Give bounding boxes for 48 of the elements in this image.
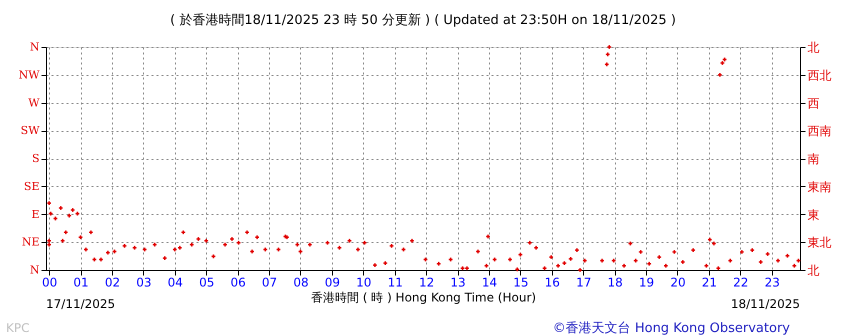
x-tick-label: 04 (168, 276, 183, 290)
category-label: 西南 (808, 124, 832, 138)
category-label: 北 (808, 40, 820, 54)
x-tick-label: 22 (733, 276, 748, 290)
category-label: 西北 (808, 68, 832, 82)
category-label: 南 (808, 152, 820, 166)
category-label: 西 (808, 96, 820, 110)
x-tick-label: 17 (576, 276, 592, 290)
category-label: N (30, 264, 40, 276)
category-label: NE (22, 236, 40, 249)
category-label: SW (20, 124, 40, 138)
x-tick-label: 13 (450, 276, 466, 290)
category-label: W (28, 96, 40, 110)
text: 18/11/2025 (730, 297, 800, 311)
x-tick-label: 23 (764, 276, 780, 290)
category-label: 北 (808, 264, 820, 278)
x-tick-label: 11 (388, 276, 403, 290)
chart-title: ( 於香港時間18/11/2025 23 時 50 分更新 ) ( Updated at 23:50H on 18/11/2025 ) (170, 13, 676, 28)
category-label: 東北 (808, 236, 832, 250)
x-tick-label: 02 (104, 276, 120, 290)
x-tick-label: 06 (230, 276, 246, 290)
x-tick-label: 18 (608, 276, 623, 290)
x-tick-label: 16 (544, 276, 560, 290)
x-tick-label: 14 (482, 276, 498, 290)
text: KPC (6, 321, 30, 335)
text: 17/11/2025 (46, 297, 116, 311)
text: ©香港天文台 Hong Kong Observatory (552, 321, 790, 336)
category-label: NW (18, 68, 40, 82)
x-axis-title: 香港時間 ( 時 ) Hong Kong Time (Hour) (310, 290, 536, 304)
x-tick-label: 07 (262, 276, 278, 290)
x-tick-label: 20 (670, 276, 686, 290)
x-tick-label: 12 (419, 276, 434, 290)
x-tick-label: 10 (356, 276, 372, 290)
x-tick-label: 19 (638, 276, 654, 290)
category-label: E (31, 208, 40, 221)
x-tick-label: 15 (513, 276, 529, 290)
category-label: S (32, 152, 40, 165)
x-tick-label: 03 (136, 276, 152, 290)
x-tick-label: 08 (293, 276, 309, 290)
x-tick-label: 21 (702, 276, 718, 290)
category-label: N (30, 40, 40, 54)
category-label: SE (24, 180, 40, 193)
category-label: 東南 (808, 180, 832, 194)
x-tick-label: 05 (199, 276, 214, 290)
x-tick-label: 00 (42, 276, 58, 290)
x-tick-label: 01 (73, 276, 89, 290)
category-label: 東 (808, 208, 820, 222)
x-tick-label: 09 (324, 276, 340, 290)
